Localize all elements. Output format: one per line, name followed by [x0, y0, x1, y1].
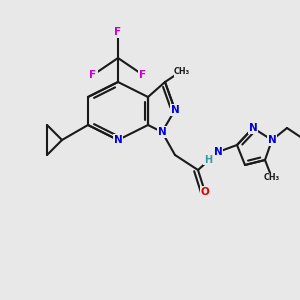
Text: F: F [114, 27, 122, 37]
Text: F: F [140, 70, 147, 80]
Text: CH₃: CH₃ [174, 68, 190, 76]
Text: H: H [204, 155, 212, 165]
Text: N: N [249, 123, 257, 133]
Text: F: F [89, 70, 97, 80]
Text: N: N [171, 105, 179, 115]
Text: O: O [201, 187, 209, 197]
Text: N: N [268, 135, 276, 145]
Text: CH₃: CH₃ [264, 173, 280, 182]
Text: N: N [114, 135, 122, 145]
Text: N: N [158, 127, 166, 137]
Text: N: N [214, 147, 222, 157]
